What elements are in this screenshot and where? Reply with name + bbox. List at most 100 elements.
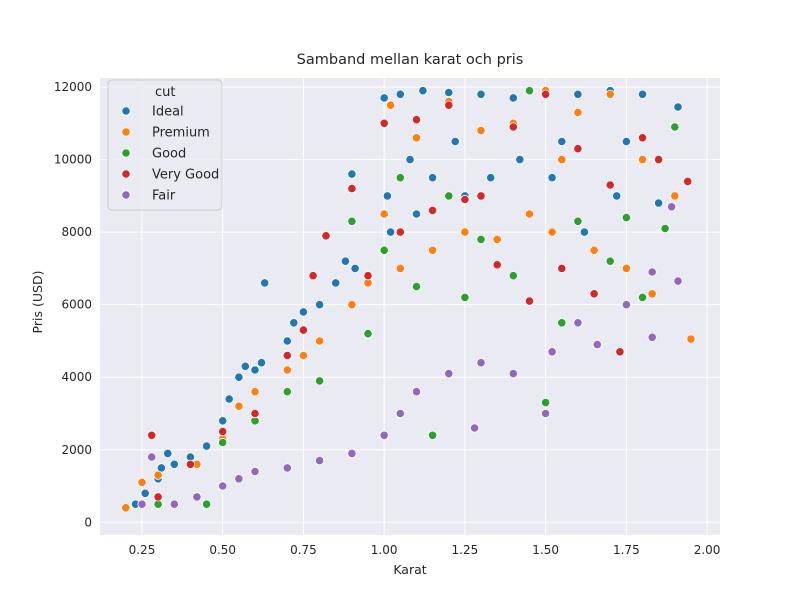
x-tick-label: 0.50 (209, 543, 236, 557)
data-point (492, 234, 502, 244)
data-point (592, 339, 602, 350)
y-tick-label: 2000 (61, 443, 92, 457)
legend-label: Good (152, 147, 186, 162)
data-point (153, 470, 163, 480)
data-point (321, 231, 331, 241)
data-point (218, 416, 228, 426)
data-point (621, 136, 632, 147)
data-point (476, 358, 486, 368)
x-tick-label: 1.25 (452, 543, 479, 557)
data-point (379, 430, 389, 440)
data-point (637, 155, 648, 165)
data-point (218, 481, 228, 491)
series-fair (137, 202, 683, 509)
data-point (673, 102, 683, 112)
data-point (314, 455, 325, 466)
data-point (224, 394, 234, 404)
data-point (605, 89, 615, 99)
data-point (492, 260, 502, 270)
data-point (427, 173, 438, 183)
data-point (589, 289, 599, 299)
data-point (379, 209, 389, 219)
data-point (427, 430, 438, 440)
data-point (260, 278, 270, 288)
data-point (573, 89, 583, 99)
data-point (557, 155, 567, 165)
y-tick-label: 10000 (54, 153, 92, 167)
legend-marker (121, 106, 131, 116)
data-point (589, 245, 599, 255)
data-point (185, 459, 195, 469)
data-point (121, 503, 131, 513)
data-point (140, 488, 150, 498)
data-point (547, 227, 557, 237)
data-point (524, 86, 535, 96)
data-point (250, 387, 260, 397)
data-point (621, 263, 632, 273)
data-point (579, 227, 590, 237)
data-point (314, 336, 325, 346)
data-point (350, 263, 360, 273)
data-point (670, 191, 680, 201)
legend-marker (121, 148, 131, 158)
data-point (666, 202, 677, 212)
data-point (411, 133, 422, 143)
data-point (476, 89, 486, 99)
data-point (615, 347, 625, 357)
data-point (605, 256, 615, 266)
data-point (163, 448, 173, 458)
y-tick-label: 4000 (61, 370, 92, 384)
x-tick-label: 1.75 (613, 543, 640, 557)
data-point (256, 358, 267, 368)
data-point (298, 307, 308, 317)
data-point (460, 292, 470, 302)
data-point (147, 452, 157, 462)
x-axis-label: Karat (393, 562, 426, 577)
data-point (234, 474, 244, 484)
data-point (405, 155, 415, 165)
data-point (427, 205, 438, 215)
data-point (395, 89, 405, 99)
x-tick-label: 0.25 (129, 543, 156, 557)
data-point (540, 89, 551, 99)
data-point (460, 194, 470, 205)
data-point (450, 136, 460, 147)
data-point (192, 492, 202, 502)
data-point (557, 136, 567, 147)
legend-title: cut (155, 85, 175, 100)
data-point (331, 278, 341, 288)
data-point (379, 245, 389, 255)
x-tick-label: 1.50 (532, 543, 559, 557)
data-point (234, 372, 244, 382)
data-point (250, 365, 260, 375)
data-point (647, 267, 657, 277)
data-point (621, 300, 632, 310)
legend-items: Ideal Premium Good Very Good Fair (121, 105, 219, 204)
series-very-good (147, 89, 693, 502)
data-point (508, 93, 518, 103)
data-point (460, 227, 470, 237)
data-point (557, 318, 567, 328)
data-point (202, 499, 212, 509)
data-point (218, 437, 228, 448)
data-point (673, 276, 683, 286)
data-point (683, 176, 693, 186)
data-point (308, 271, 318, 281)
legend-marker (121, 127, 131, 137)
data-point (637, 133, 648, 143)
data-point (250, 466, 260, 477)
data-point (411, 115, 422, 125)
y-axis-ticks: 0 2000 4000 6000 8000 10000 12000 (54, 80, 92, 529)
x-tick-label: 0.75 (290, 543, 317, 557)
data-point (347, 169, 357, 179)
data-point (653, 155, 664, 165)
data-point (486, 173, 496, 183)
data-point (298, 325, 308, 335)
legend-label: Ideal (152, 105, 184, 120)
data-point (282, 365, 292, 375)
data-point (686, 334, 696, 344)
data-point (411, 209, 422, 219)
data-point (363, 329, 373, 339)
data-point (169, 499, 179, 509)
